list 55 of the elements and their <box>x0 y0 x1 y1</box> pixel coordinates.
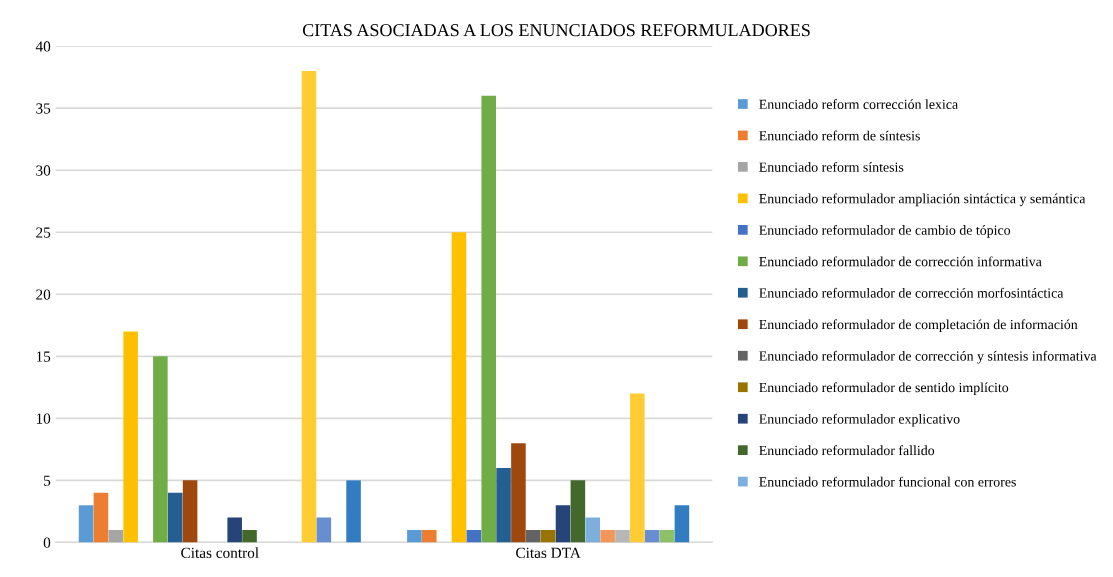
bar <box>630 393 645 543</box>
bar <box>540 529 556 543</box>
bar <box>481 95 496 543</box>
bar <box>526 529 541 543</box>
legend-label: Enunciado reform síntesis <box>759 161 904 172</box>
bar <box>451 232 467 543</box>
bar <box>421 529 437 543</box>
legend-label: Enunciado reformulador ampliación sintáctica y semántica <box>759 193 1086 207</box>
legend-label: Enunciado reformulador de corrección morfosintáctica <box>759 287 1064 298</box>
y-tick-label: 40 <box>35 41 51 52</box>
x-tick-label: Citas control <box>181 547 259 558</box>
bar <box>301 70 317 543</box>
bar <box>407 529 422 543</box>
legend-label: Enunciado reformulador de sentido implícito <box>759 382 1009 396</box>
bar <box>108 529 124 543</box>
legend-label: Enunciado reformulador explicativo <box>759 413 960 427</box>
bar <box>496 467 511 543</box>
bar <box>466 529 482 543</box>
legend-label: Enunciado reformulador de completación de información <box>759 319 1078 333</box>
bar <box>511 443 526 543</box>
bar <box>570 480 586 543</box>
bar <box>346 480 361 543</box>
y-tick-label: 10 <box>36 413 51 424</box>
bar <box>316 517 332 543</box>
bar <box>78 505 94 543</box>
bar <box>555 505 571 543</box>
bar <box>242 529 257 543</box>
bar <box>182 480 198 543</box>
legend-label: Enunciado reform de síntesis <box>759 130 920 141</box>
legend-label: Enunciado reformulador funcional con errores <box>759 476 1016 487</box>
bar <box>227 517 242 543</box>
legend-label: Enunciado reformulador de cambio de tópico <box>759 224 1011 238</box>
bar <box>644 529 660 543</box>
y-tick-label: 25 <box>36 227 51 238</box>
y-tick-label: 35 <box>36 103 51 114</box>
bar <box>659 529 675 543</box>
y-tick-label: 15 <box>36 351 51 362</box>
y-tick-label: 20 <box>36 289 51 300</box>
bar <box>167 492 183 543</box>
bar <box>600 529 615 543</box>
y-tick-label: 30 <box>36 165 51 176</box>
chart-title: CITAS ASOCIADAS A LOS ENUNCIADOS REFORMULADORES <box>302 24 810 37</box>
legend-label: Enunciado reformulador de corrección informativa <box>759 256 1042 267</box>
y-tick-label: 5 <box>44 475 51 486</box>
legend-label: Enunciado reform corrección lexica <box>759 99 958 109</box>
bar <box>615 529 630 543</box>
bar <box>123 331 138 543</box>
bar <box>93 492 109 543</box>
legend-label: Enunciado reformulador fallido <box>759 445 935 456</box>
legend-label: Enunciado reformulador de corrección y síntesis informativa <box>759 350 1097 364</box>
bar <box>674 505 690 543</box>
y-tick-label: 0 <box>43 537 51 548</box>
bar <box>585 517 601 543</box>
bar <box>153 356 168 543</box>
x-tick-label: Citas DTA <box>516 547 581 558</box>
